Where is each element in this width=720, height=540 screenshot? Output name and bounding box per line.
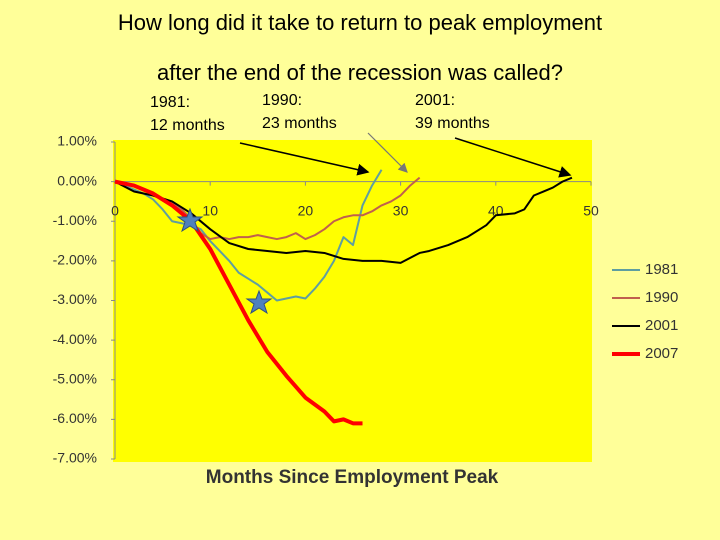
series-line (114, 179, 363, 426)
annotation: 12 months (150, 117, 225, 134)
arrow (239, 142, 370, 176)
y-tick-label: -7.00% (53, 450, 97, 466)
x-tick-label: 0 (111, 202, 119, 218)
arrow (454, 137, 572, 178)
y-tick-label: 0.00% (57, 172, 97, 188)
y-tick-label: 1.00% (57, 133, 97, 149)
legend-label: 2001 (645, 317, 678, 334)
arrow (367, 132, 408, 173)
y-tick-label: -5.00% (53, 370, 97, 386)
plot-area (113, 140, 592, 462)
y-tick-label: -1.00% (53, 212, 97, 228)
star (245, 289, 273, 315)
y-tick-label: -6.00% (53, 410, 97, 426)
star (176, 207, 204, 233)
annotation: 39 months (415, 115, 490, 132)
annotation: 1981: (150, 94, 190, 111)
legend-label: 2007 (645, 345, 678, 362)
x-axis-label: Months Since Employment Peak (206, 467, 499, 488)
x-tick-label: 20 (298, 202, 314, 218)
plot: 1.00% 0.00% -1.00% -2.00% -3.00% -4.00% -5.00%… (53, 133, 599, 466)
annotation: 2001: (415, 92, 455, 109)
x-tick-label: 10 (202, 202, 218, 218)
annotation: 23 months (262, 115, 337, 132)
x-tick-label: 50 (583, 202, 599, 218)
x-tick-label: 30 (393, 202, 409, 218)
y-tick-label: -4.00% (53, 331, 97, 347)
series-line (114, 176, 573, 264)
title-line: How long did it take to return to peak e… (118, 10, 602, 35)
y-tick-label: -2.00% (53, 252, 97, 268)
annotation: 1990: (262, 92, 302, 109)
legend-label: 1990 (645, 289, 678, 306)
y-tick-label: -3.00% (53, 291, 97, 307)
legend-label: 1981 (645, 261, 678, 278)
title-line: after the end of the recession was calle… (157, 60, 563, 85)
series-line (114, 169, 383, 302)
